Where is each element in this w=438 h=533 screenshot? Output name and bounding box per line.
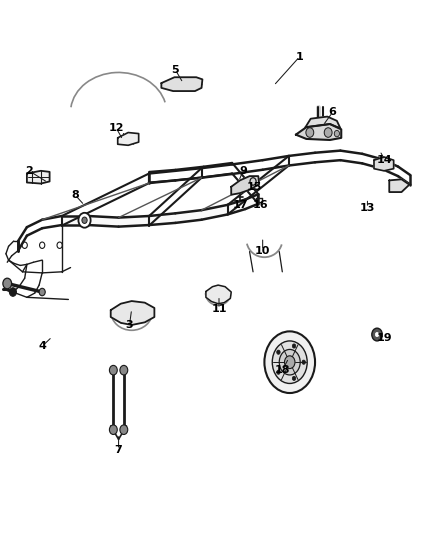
Circle shape (292, 376, 296, 381)
Text: 16: 16 (253, 200, 268, 211)
Circle shape (372, 328, 382, 341)
Polygon shape (389, 179, 410, 192)
Text: 3: 3 (126, 320, 133, 330)
Circle shape (334, 131, 339, 137)
Circle shape (272, 341, 307, 383)
Text: 1: 1 (296, 52, 304, 61)
Polygon shape (62, 194, 258, 227)
Polygon shape (206, 285, 231, 304)
Circle shape (82, 217, 87, 223)
Circle shape (78, 213, 91, 228)
Circle shape (3, 278, 12, 289)
Text: 15: 15 (246, 182, 261, 192)
Polygon shape (27, 171, 49, 183)
Circle shape (277, 370, 280, 374)
Polygon shape (296, 124, 341, 140)
Text: 19: 19 (377, 333, 393, 343)
Text: 6: 6 (328, 107, 336, 117)
Polygon shape (305, 117, 340, 128)
Circle shape (285, 356, 295, 368)
Text: 17: 17 (232, 200, 248, 211)
Circle shape (375, 333, 379, 337)
Circle shape (120, 425, 128, 434)
Polygon shape (231, 176, 259, 195)
Circle shape (277, 350, 280, 354)
Text: 14: 14 (377, 155, 393, 165)
Text: 7: 7 (115, 445, 123, 455)
Text: 2: 2 (25, 166, 33, 176)
Text: 11: 11 (211, 304, 227, 314)
Text: 18: 18 (275, 365, 290, 375)
Circle shape (302, 360, 305, 365)
Circle shape (120, 366, 128, 375)
Polygon shape (161, 77, 202, 91)
Circle shape (292, 344, 296, 348)
Circle shape (110, 425, 117, 434)
Circle shape (10, 288, 16, 296)
Circle shape (306, 128, 314, 138)
Circle shape (279, 350, 300, 375)
Text: 8: 8 (71, 190, 79, 200)
Text: 4: 4 (38, 341, 46, 351)
Circle shape (39, 288, 45, 296)
Text: 9: 9 (239, 166, 247, 176)
Circle shape (110, 366, 117, 375)
Text: 13: 13 (360, 203, 375, 213)
Text: 12: 12 (109, 123, 124, 133)
Polygon shape (118, 133, 139, 146)
Text: 5: 5 (172, 65, 179, 75)
Polygon shape (111, 301, 154, 325)
Circle shape (265, 332, 315, 393)
Circle shape (324, 128, 332, 138)
Polygon shape (374, 157, 394, 171)
Text: 10: 10 (255, 246, 270, 255)
